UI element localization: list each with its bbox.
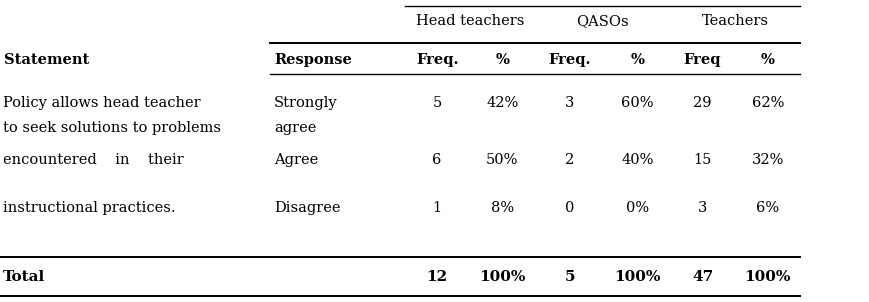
Text: 15: 15 xyxy=(693,153,711,167)
Text: agree: agree xyxy=(274,121,316,135)
Text: 40%: 40% xyxy=(620,153,653,167)
Text: Teachers: Teachers xyxy=(700,14,768,28)
Text: 6%: 6% xyxy=(755,201,779,215)
Text: 12: 12 xyxy=(426,270,448,284)
Text: 62%: 62% xyxy=(751,96,783,110)
Text: Total: Total xyxy=(3,270,45,284)
Text: encountered    in    their: encountered in their xyxy=(3,153,183,167)
Text: to seek solutions to problems: to seek solutions to problems xyxy=(3,121,221,135)
Text: 60%: 60% xyxy=(620,96,653,110)
Text: 100%: 100% xyxy=(479,270,525,284)
Text: 3: 3 xyxy=(565,96,574,110)
Text: 6: 6 xyxy=(432,153,441,167)
Text: 50%: 50% xyxy=(486,153,518,167)
Text: Head teachers: Head teachers xyxy=(415,14,523,28)
Text: Strongly: Strongly xyxy=(274,96,337,110)
Text: 100%: 100% xyxy=(744,270,790,284)
Text: Response: Response xyxy=(274,53,352,67)
Text: 32%: 32% xyxy=(751,153,783,167)
Text: 5: 5 xyxy=(564,270,574,284)
Text: Freq.: Freq. xyxy=(415,53,458,67)
Text: 1: 1 xyxy=(432,201,441,215)
Text: Freq: Freq xyxy=(683,53,720,67)
Text: QASOs: QASOs xyxy=(575,14,628,28)
Text: 0: 0 xyxy=(565,201,574,215)
Text: Statement: Statement xyxy=(4,53,90,67)
Text: 3: 3 xyxy=(697,201,706,215)
Text: 42%: 42% xyxy=(486,96,518,110)
Text: 0%: 0% xyxy=(625,201,648,215)
Text: 5: 5 xyxy=(432,96,441,110)
Text: instructional practices.: instructional practices. xyxy=(3,201,175,215)
Text: 29: 29 xyxy=(693,96,711,110)
Text: 100%: 100% xyxy=(614,270,660,284)
Text: Freq.: Freq. xyxy=(548,53,590,67)
Text: 8%: 8% xyxy=(490,201,514,215)
Text: Agree: Agree xyxy=(274,153,318,167)
Text: 2: 2 xyxy=(565,153,574,167)
Text: %: % xyxy=(494,53,509,67)
Text: %: % xyxy=(629,53,644,67)
Text: Disagree: Disagree xyxy=(274,201,340,215)
Text: 47: 47 xyxy=(691,270,713,284)
Text: Policy allows head teacher: Policy allows head teacher xyxy=(3,96,200,110)
Text: %: % xyxy=(760,53,774,67)
